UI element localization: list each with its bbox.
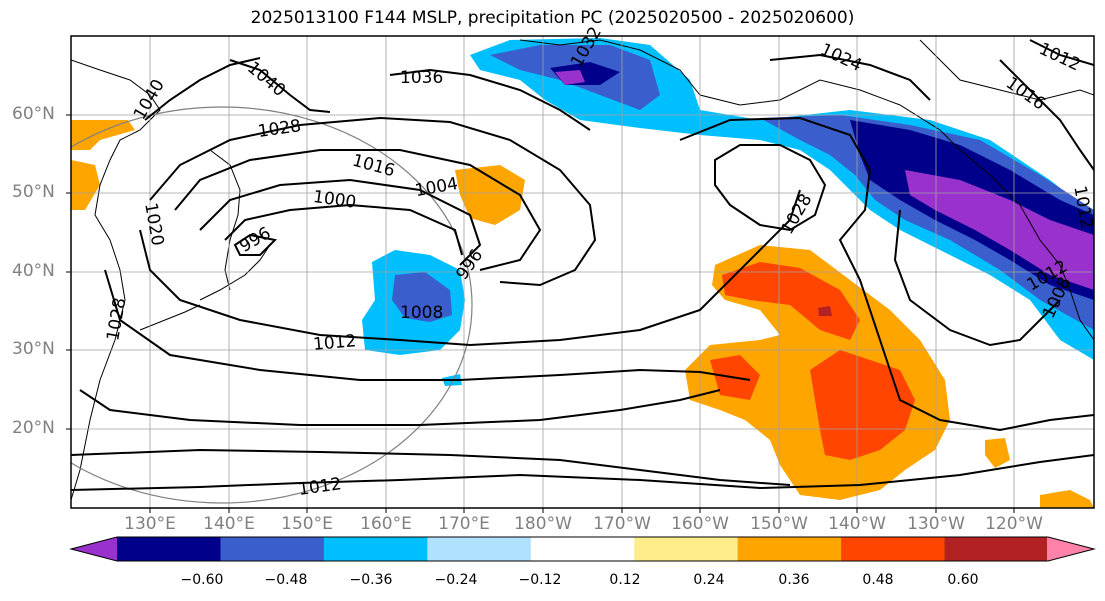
colorbar-segment [117,537,221,561]
colorbar-tick: 0.12 [609,572,641,588]
precip-purple-spot [555,70,585,85]
isobar-label: 1012 [312,331,357,355]
precip-orange-west [71,120,135,150]
lat-label-20: 20°N [12,418,55,438]
isobar-label: 996 [236,223,274,257]
lon-label-170e: 170°E [438,514,490,534]
chart-title: 2025013100 F144 MSLP, precipitation PC (… [250,8,855,28]
colorbar [69,536,1096,562]
isobar-label: 1024 [817,40,865,76]
lat-label-30: 30°N [12,339,55,359]
isobar-label: 1008 [400,303,443,323]
colorbar-tick: −0.36 [349,572,393,588]
isobar-label: 1028 [257,116,303,142]
colorbar-tick: −0.60 [180,572,224,588]
colorbar-segment [841,537,946,561]
precip-purple-alaska [905,170,1094,290]
reference-circle [71,106,473,504]
colorbar-segment [323,537,428,561]
lon-label-160w: 160°W [671,514,729,534]
colorbar-segment [944,537,1049,561]
precip-shading-layer [71,38,1094,508]
isobar-label: 1012 [1036,39,1084,75]
isobar-label: 1016 [1002,73,1049,114]
lat-label-60: 60°N [12,104,55,124]
colorbar-segment [737,537,842,561]
colorbar-arrow-right [1047,537,1094,561]
colorbar-segment [634,537,739,561]
graticule [71,36,1094,508]
lon-label-180w: 180°W [514,514,572,534]
precip-sky-alaska [470,38,1094,360]
colorbar-tick: −0.12 [518,572,562,588]
isobar-label: 1028 [103,296,130,342]
precip-red-east [710,262,915,460]
lon-label-170w: 170°W [593,514,651,534]
axis-ticks [66,114,1015,513]
precip-orange-mid [455,165,525,225]
colorbar-segment [427,537,532,561]
colorbar-segment [530,537,635,561]
lon-label-130e: 130°E [124,514,176,534]
colorbar-tick: 0.60 [947,572,979,588]
lon-label-130w: 130°W [907,514,965,534]
precip-orange-far-east [985,438,1094,508]
colorbar-tick: 0.24 [693,572,725,588]
lon-label-150w: 150°W [750,514,808,534]
precip-darkred-east [818,306,832,316]
colorbar-tick: 0.48 [862,572,894,588]
isobar-label: 1036 [400,68,443,88]
colorbar-segment [220,537,325,561]
precip-navy-alaska [550,62,1094,300]
lon-label-150e: 150°E [281,514,333,534]
colorbar-tick: −0.24 [434,572,478,588]
precip-orange-west2 [71,160,100,210]
isobar-label: 1016 [350,151,397,182]
colorbar-arrow-left [71,537,118,561]
coastlines [71,39,1094,501]
lat-label-50: 50°N [12,182,55,202]
isobars [71,39,1094,491]
isobar-label: 1028 [778,191,817,238]
isobar-label: 1020 [140,201,167,247]
lat-label-40: 40°N [12,261,55,281]
isobar-label: 1004 [413,174,459,201]
isobar-label: 1040 [243,58,289,101]
precip-royal-central [392,272,452,322]
colorbar-tick: 0.36 [778,572,810,588]
lon-label-120w: 120°W [985,514,1043,534]
lon-label-140w: 140°W [828,514,886,534]
isobar-label: 1040 [130,76,169,123]
lon-label-140e: 140°E [203,514,255,534]
colorbar-tick: −0.48 [264,572,308,588]
isobar-label: 1000 [312,187,358,213]
lon-label-160e: 160°E [360,514,412,534]
isobar-label: 1012 [297,474,343,500]
colorbar-outline [69,536,1096,562]
